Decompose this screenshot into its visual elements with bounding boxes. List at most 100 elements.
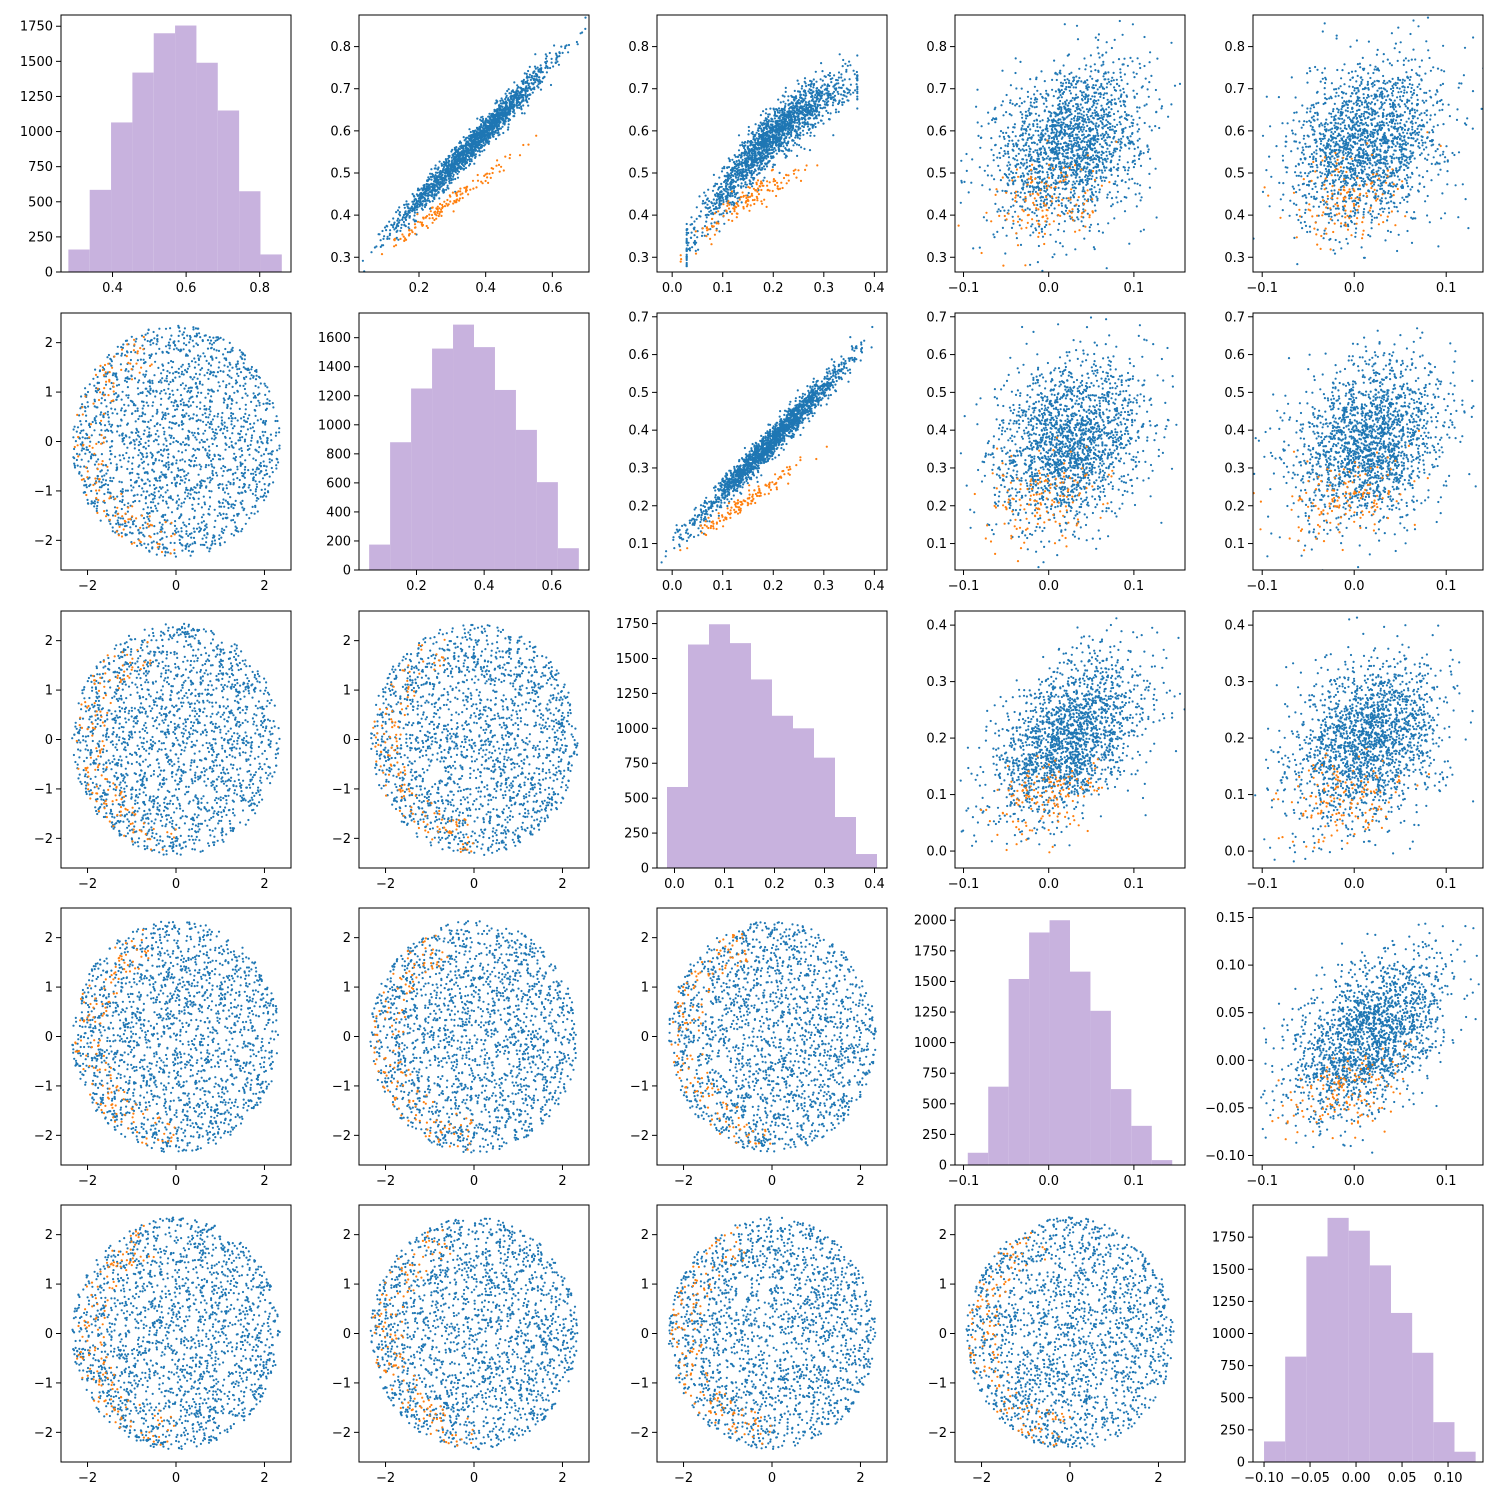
- scatter-point: [976, 88, 979, 91]
- scatter-point: [854, 89, 857, 92]
- scatter-point: [725, 210, 728, 213]
- scatter-point: [761, 152, 765, 155]
- scatter-point: [1061, 102, 1064, 105]
- scatter-point: [807, 128, 811, 131]
- scatter-point: [798, 133, 801, 137]
- scatter-point: [761, 167, 764, 170]
- scatter-point: [454, 161, 457, 164]
- scatter-point: [388, 234, 391, 237]
- scatter-point: [526, 89, 529, 93]
- histogram-bar: [217, 110, 240, 272]
- scatter-point: [1052, 136, 1055, 139]
- scatter-point: [1082, 208, 1085, 211]
- scatter-point: [803, 121, 806, 124]
- scatter-point: [718, 176, 721, 179]
- scatter-point: [1050, 136, 1053, 140]
- scatter-point: [776, 141, 779, 144]
- scatter-point: [430, 178, 433, 181]
- scatter-point: [1019, 149, 1022, 152]
- scatter-point: [759, 121, 762, 124]
- scatter-point: [1061, 161, 1064, 164]
- scatter-point: [804, 118, 807, 121]
- scatter-point: [842, 94, 845, 97]
- scatter-point: [1133, 95, 1136, 98]
- scatter-point: [806, 121, 809, 124]
- scatter-point: [413, 226, 417, 229]
- scatter-point: [747, 167, 750, 170]
- y-tick-label: 0.8: [330, 40, 351, 55]
- scatter-point: [802, 93, 805, 96]
- scatter-point: [700, 234, 704, 237]
- scatter-point: [740, 201, 743, 204]
- scatter-point: [1012, 143, 1015, 146]
- scatter-point: [757, 140, 760, 143]
- scatter-point: [1087, 86, 1090, 89]
- scatter-point: [519, 96, 522, 99]
- scatter-point: [830, 81, 833, 84]
- scatter-point: [725, 184, 728, 188]
- scatter-point: [783, 111, 786, 114]
- scatter-point: [796, 136, 799, 139]
- scatter-point: [454, 201, 457, 204]
- scatter-point: [737, 134, 741, 137]
- histogram-bar: [132, 72, 154, 272]
- scatter-point: [1097, 230, 1101, 233]
- scatter-point: [768, 138, 771, 141]
- scatter-point: [407, 234, 411, 237]
- scatter-point: [1089, 65, 1092, 68]
- scatter-point: [828, 94, 831, 97]
- scatter-point: [469, 137, 472, 140]
- scatter-point: [1082, 114, 1085, 117]
- scatter-point: [499, 120, 502, 123]
- scatter-point: [718, 213, 721, 216]
- scatter-point: [723, 165, 726, 168]
- scatter-point: [780, 181, 783, 184]
- scatter-point: [788, 107, 791, 110]
- scatter-point: [753, 149, 756, 152]
- scatter-point: [534, 78, 538, 81]
- scatter-point: [726, 202, 729, 205]
- scatter-point: [773, 117, 777, 120]
- scatter-point: [1119, 143, 1122, 146]
- scatter-point: [1074, 126, 1077, 129]
- scatter-point: [1037, 153, 1040, 156]
- scatter-point: [498, 127, 501, 130]
- scatter-point: [723, 209, 726, 212]
- scatter-point: [451, 148, 454, 151]
- scatter-point: [471, 179, 475, 182]
- scatter-point: [843, 78, 846, 81]
- scatter-point: [524, 94, 527, 98]
- scatter-point: [433, 189, 436, 192]
- scatter-point: [413, 211, 416, 214]
- scatter-point: [483, 174, 486, 177]
- scatter-point: [476, 117, 479, 120]
- scatter-point: [527, 69, 530, 73]
- scatter-point: [493, 108, 496, 111]
- scatter-point: [856, 98, 859, 101]
- scatter-point: [425, 215, 429, 218]
- scatter-point: [1045, 125, 1048, 129]
- scatter-point: [484, 121, 487, 124]
- scatter-point: [490, 132, 493, 135]
- scatter-point: [747, 155, 750, 158]
- scatter-point: [856, 77, 859, 80]
- scatter-point: [512, 101, 515, 104]
- scatter-point: [421, 200, 424, 203]
- scatter-point: [785, 155, 788, 158]
- scatter-point: [746, 160, 749, 164]
- scatter-point: [728, 203, 731, 206]
- scatter-point: [382, 237, 385, 240]
- scatter-point: [1040, 227, 1043, 230]
- scatter-point: [1135, 92, 1139, 95]
- scatter-point: [819, 119, 823, 122]
- scatter-point: [408, 229, 411, 232]
- scatter-point: [1048, 146, 1051, 149]
- scatter-point: [1102, 75, 1105, 78]
- scatter-point: [475, 135, 478, 139]
- scatter-point: [768, 159, 771, 163]
- scatter-point: [837, 92, 840, 95]
- scatter-point: [762, 122, 765, 125]
- scatter-point: [760, 180, 763, 183]
- scatter-point: [685, 231, 688, 234]
